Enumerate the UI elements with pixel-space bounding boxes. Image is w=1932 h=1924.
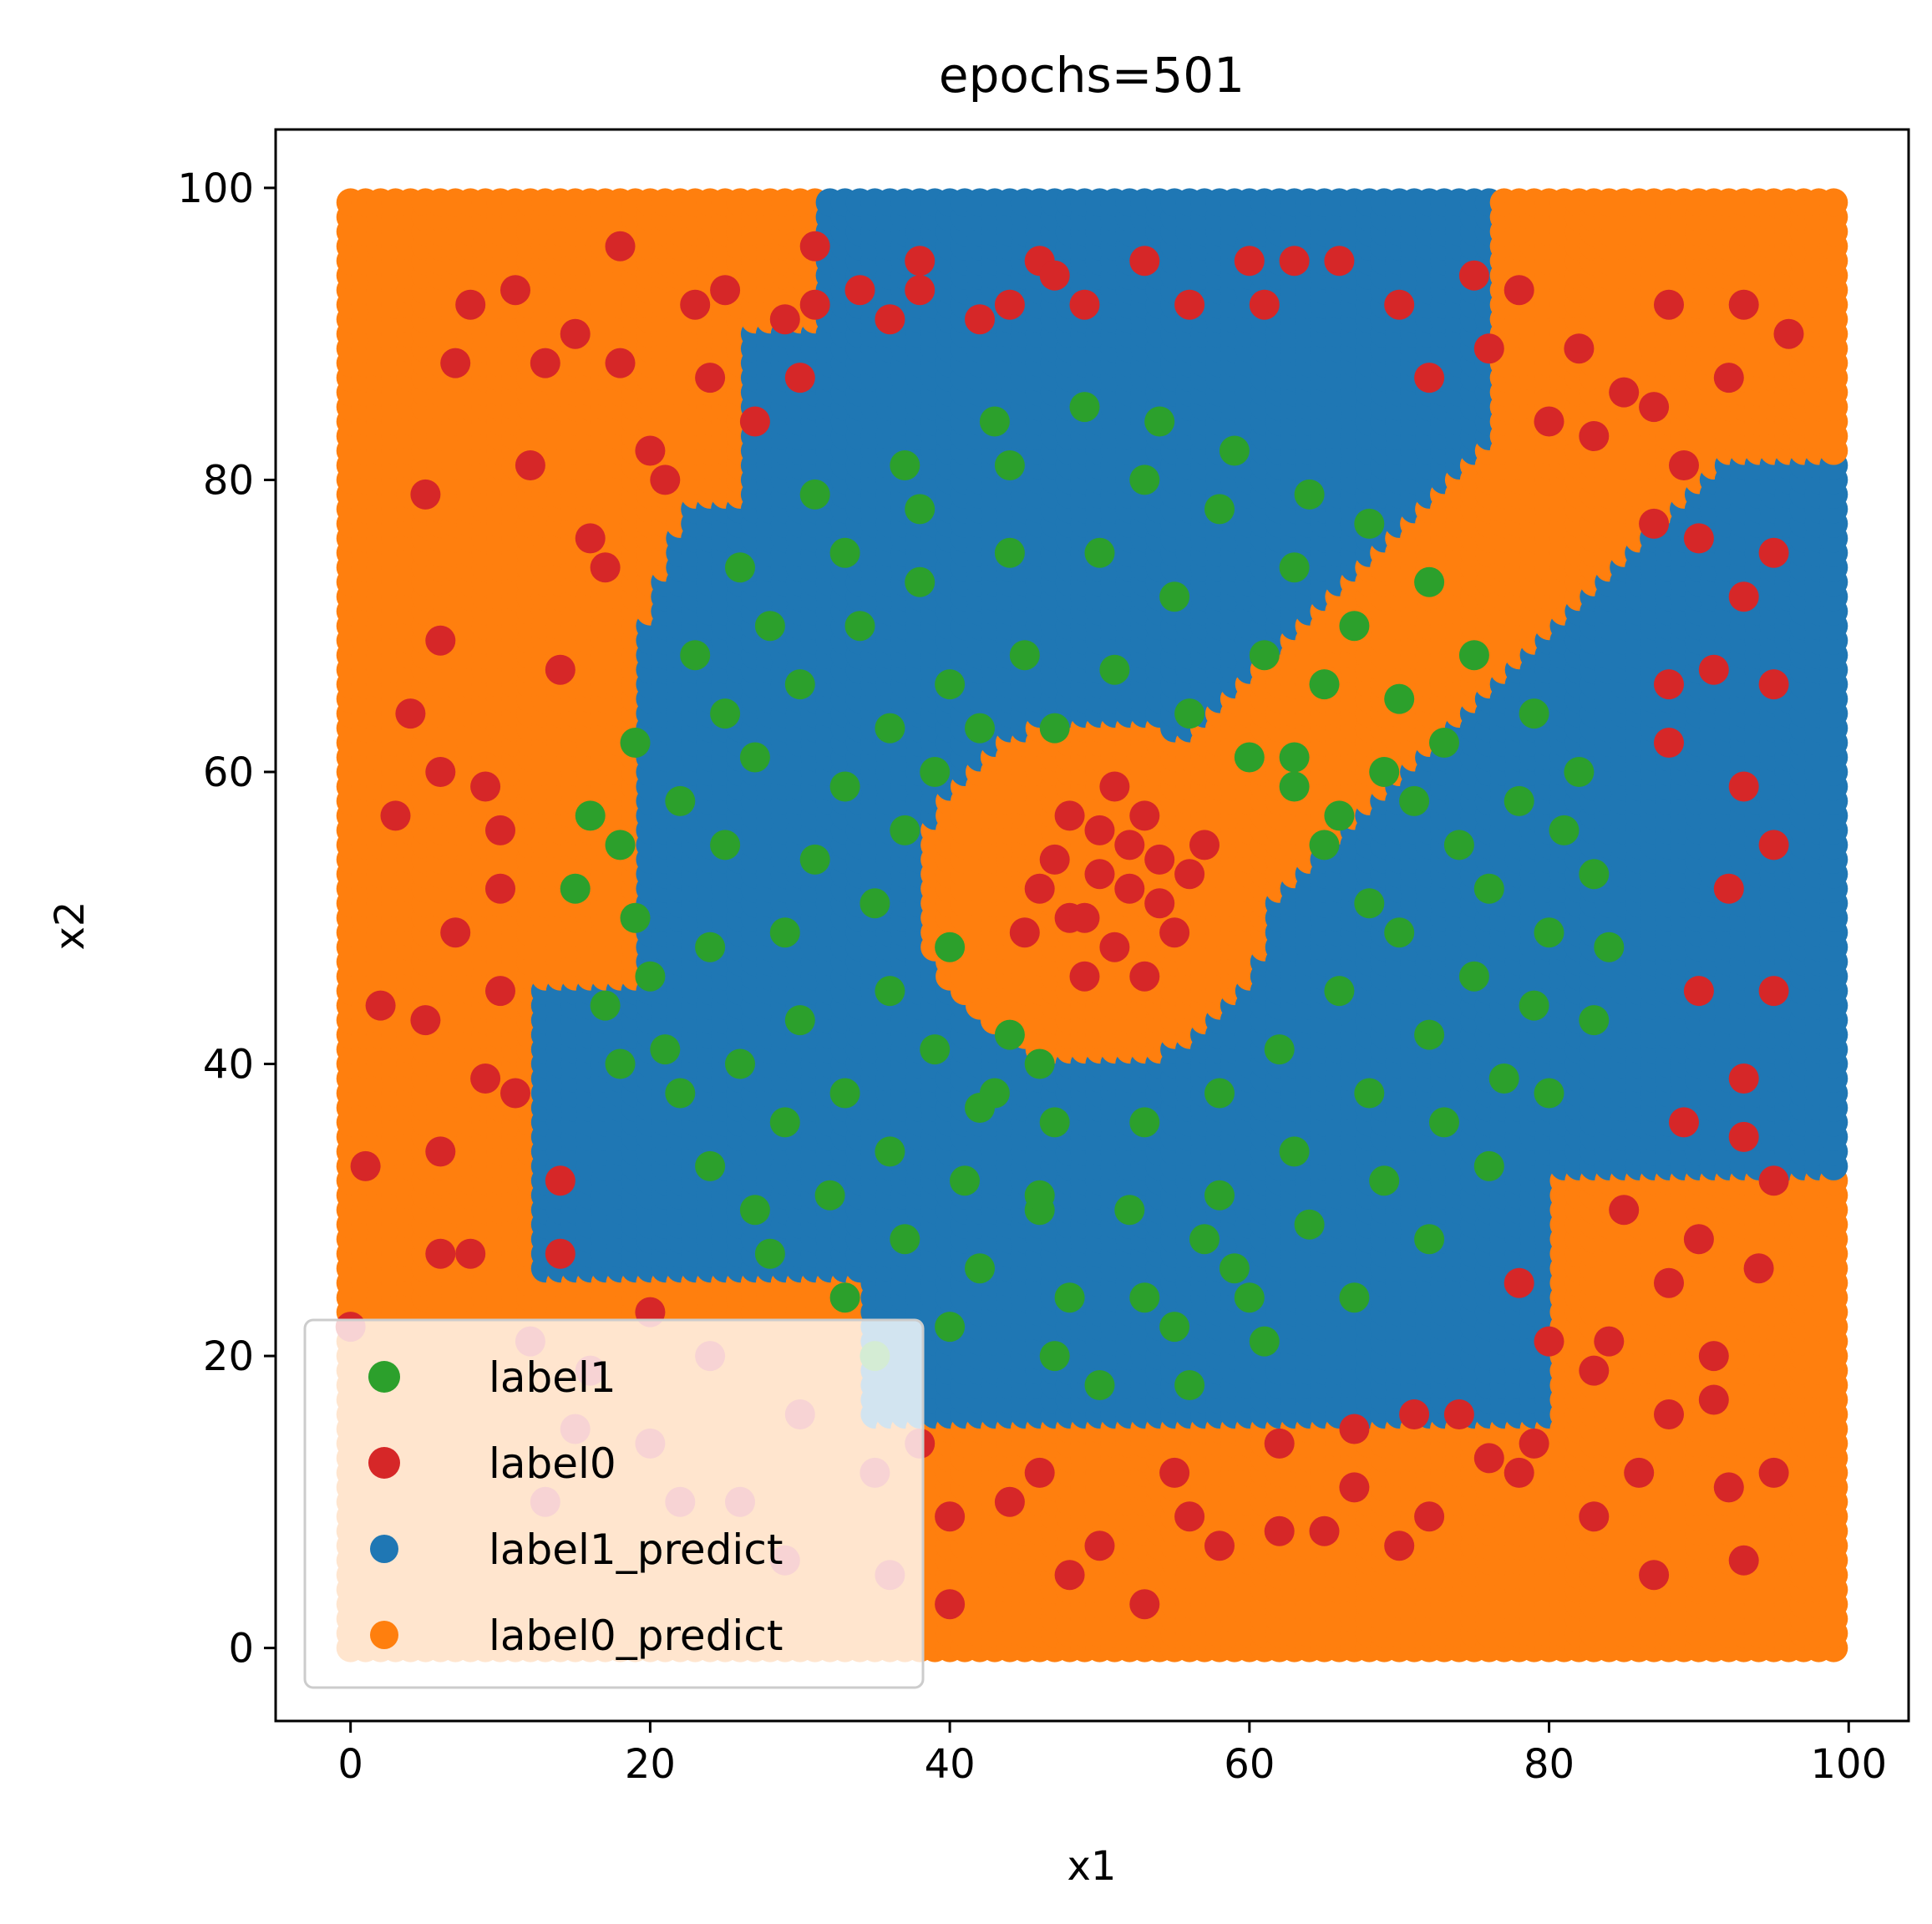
chart-title: epochs=501 xyxy=(939,47,1245,104)
